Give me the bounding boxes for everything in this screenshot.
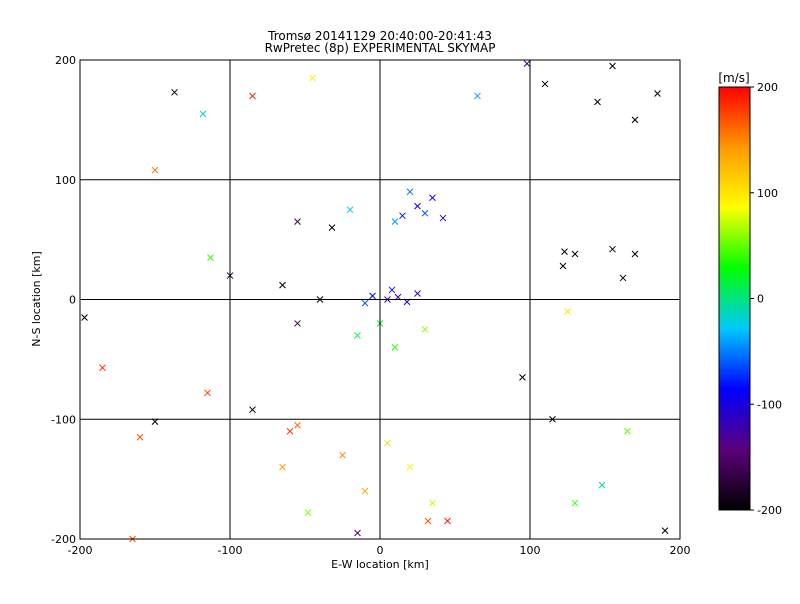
y-tick-label: -200 <box>51 533 76 546</box>
data-point-x <box>384 439 391 447</box>
data-point-x <box>279 281 286 289</box>
data-point-x <box>328 224 336 232</box>
x-axis-ticks: -200 -100 0 100 200 <box>68 544 691 557</box>
data-point-x <box>619 274 627 282</box>
data-point-x <box>361 299 369 307</box>
data-point-x <box>474 92 481 100</box>
data-point-x <box>391 218 399 226</box>
colorbar-tick-label: 0 <box>757 293 764 306</box>
data-point-x <box>631 116 639 124</box>
x-tick-label: 200 <box>670 544 691 557</box>
data-point-x <box>439 214 447 222</box>
y-axis-label: N-S location [km] <box>30 251 43 347</box>
x-tick-label: 100 <box>520 544 541 557</box>
chart-subtitle: RwPretec (8p) EXPERIMENTAL SKYMAP <box>265 41 496 55</box>
data-point-x <box>631 250 639 258</box>
data-point-x <box>624 427 631 435</box>
data-point-x <box>199 110 207 118</box>
data-point-x <box>559 262 567 270</box>
data-point-x <box>406 188 414 196</box>
data-point-x <box>406 463 414 471</box>
data-point-x <box>369 292 376 300</box>
data-point-x <box>523 60 531 67</box>
data-point-x <box>361 487 369 495</box>
y-tick-label: 0 <box>69 294 76 307</box>
data-point-x <box>609 62 616 70</box>
colorbar-tick-label: 200 <box>757 81 778 94</box>
data-point-x <box>654 90 661 97</box>
data-point-x <box>354 332 361 339</box>
data-points <box>81 60 669 543</box>
data-point-x <box>414 290 421 297</box>
data-point-x <box>294 218 301 226</box>
data-point-x <box>388 286 396 294</box>
data-point-x <box>429 194 436 202</box>
data-point-x <box>249 92 256 100</box>
data-point-x <box>391 344 399 351</box>
data-point-x <box>598 481 606 489</box>
data-point-x <box>207 254 214 261</box>
chart-title: Tromsø 20141129 20:40:00-20:41:43 <box>267 29 492 43</box>
y-axis-ticks: -200 -100 0 100 200 <box>51 54 76 546</box>
colorbar-gradient <box>718 86 751 511</box>
data-point-x <box>424 517 432 525</box>
x-tick-label: 0 <box>377 544 384 557</box>
data-point-x <box>429 499 436 507</box>
y-tick-label: 100 <box>55 174 76 187</box>
data-point-x <box>304 509 312 517</box>
data-point-x <box>561 248 568 255</box>
data-point-x <box>519 373 526 381</box>
colorbar-label: [m/s] <box>718 71 749 85</box>
data-point-x <box>339 451 346 459</box>
data-point-x <box>594 98 601 106</box>
plot-frame <box>79 59 681 540</box>
x-tick-label: -200 <box>68 544 93 557</box>
data-point-x <box>171 88 178 96</box>
y-tick-label: -100 <box>51 413 76 426</box>
data-point-x <box>294 421 301 429</box>
data-point-x <box>99 364 106 372</box>
data-point-x <box>249 406 256 414</box>
data-point-x <box>136 433 144 441</box>
data-point-x <box>609 245 616 253</box>
colorbar-tick-label: -100 <box>757 398 782 411</box>
grid-lines <box>80 60 680 539</box>
data-point-x <box>571 250 579 258</box>
data-point-x <box>421 209 429 217</box>
data-point-x <box>541 80 549 88</box>
data-point-x <box>286 427 294 435</box>
data-point-x <box>399 212 406 220</box>
y-tick-label: 200 <box>55 54 76 67</box>
colorbar-tick-label: 100 <box>757 187 778 200</box>
data-point-x <box>151 166 159 174</box>
data-point-x <box>661 527 669 534</box>
data-point-x <box>81 314 88 321</box>
data-point-x <box>204 389 211 397</box>
x-tick-label: -100 <box>218 544 243 557</box>
data-point-x <box>346 206 354 214</box>
data-point-x <box>571 499 579 507</box>
x-axis-label: E-W location [km] <box>331 558 429 571</box>
colorbar-tick-label: -200 <box>757 504 782 517</box>
data-point-x <box>444 517 451 525</box>
data-point-x <box>354 529 361 537</box>
colorbar-ticks: 200 100 0 -100 -200 <box>750 81 782 517</box>
data-point-x <box>564 308 571 315</box>
data-point-x <box>414 202 421 210</box>
data-point-x <box>309 74 316 82</box>
data-point-x <box>294 320 301 327</box>
colorbar: [m/s] 200 100 0 -100 -200 <box>718 71 782 517</box>
data-point-x <box>279 463 286 471</box>
data-point-x <box>421 326 429 333</box>
